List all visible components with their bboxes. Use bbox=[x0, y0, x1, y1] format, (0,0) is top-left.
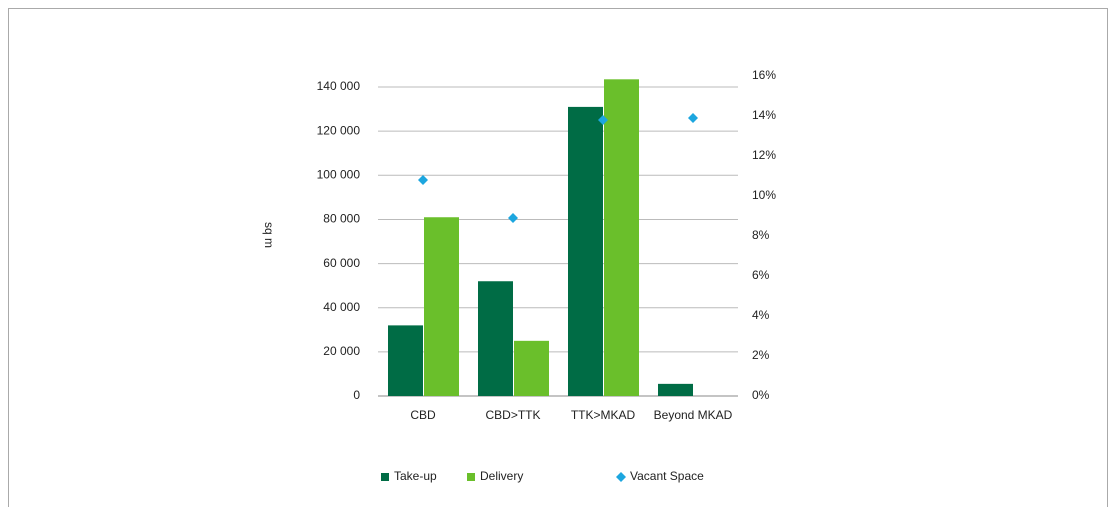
bar bbox=[514, 340, 549, 396]
y2-tick-label: 16% bbox=[752, 68, 776, 82]
x-tick-label: Beyond MKAD bbox=[654, 408, 733, 422]
legend-label: Delivery bbox=[480, 469, 523, 483]
legend-swatch bbox=[381, 473, 389, 481]
y-tick-label: 80 000 bbox=[323, 212, 360, 226]
marker bbox=[598, 115, 608, 125]
y-tick-label: 0 bbox=[353, 388, 360, 402]
y-tick-label: 100 000 bbox=[317, 167, 361, 181]
bar bbox=[424, 217, 459, 396]
bar bbox=[478, 281, 513, 396]
marker bbox=[418, 175, 428, 185]
frame bbox=[8, 8, 1108, 507]
marker bbox=[688, 113, 698, 123]
marker bbox=[508, 213, 518, 223]
bar bbox=[658, 383, 693, 396]
y2-tick-label: 4% bbox=[752, 308, 770, 322]
y2-tick-label: 12% bbox=[752, 148, 776, 162]
bar bbox=[604, 79, 639, 396]
x-tick-label: TTK>MKAD bbox=[571, 408, 636, 422]
y2-tick-label: 14% bbox=[752, 108, 776, 122]
bar bbox=[568, 106, 603, 397]
y-tick-label: 60 000 bbox=[323, 256, 360, 270]
y2-tick-label: 10% bbox=[752, 188, 776, 202]
y-tick-label: 40 000 bbox=[323, 300, 360, 314]
bar bbox=[388, 325, 423, 396]
y2-tick-label: 6% bbox=[752, 268, 770, 282]
y-tick-label: 120 000 bbox=[317, 123, 361, 137]
y-axis-label: sq m bbox=[262, 222, 276, 248]
y2-tick-label: 8% bbox=[752, 228, 770, 242]
y2-tick-label: 0% bbox=[752, 388, 770, 402]
legend-label: Vacant Space bbox=[630, 469, 704, 483]
legend-swatch bbox=[467, 473, 475, 481]
x-tick-label: CBD bbox=[410, 408, 436, 422]
x-tick-label: CBD>TTK bbox=[485, 408, 540, 422]
legend-label: Take-up bbox=[394, 469, 437, 483]
y-tick-label: 140 000 bbox=[317, 79, 361, 93]
legend-marker bbox=[616, 472, 626, 482]
y2-tick-label: 2% bbox=[752, 348, 770, 362]
y-tick-label: 20 000 bbox=[323, 344, 360, 358]
